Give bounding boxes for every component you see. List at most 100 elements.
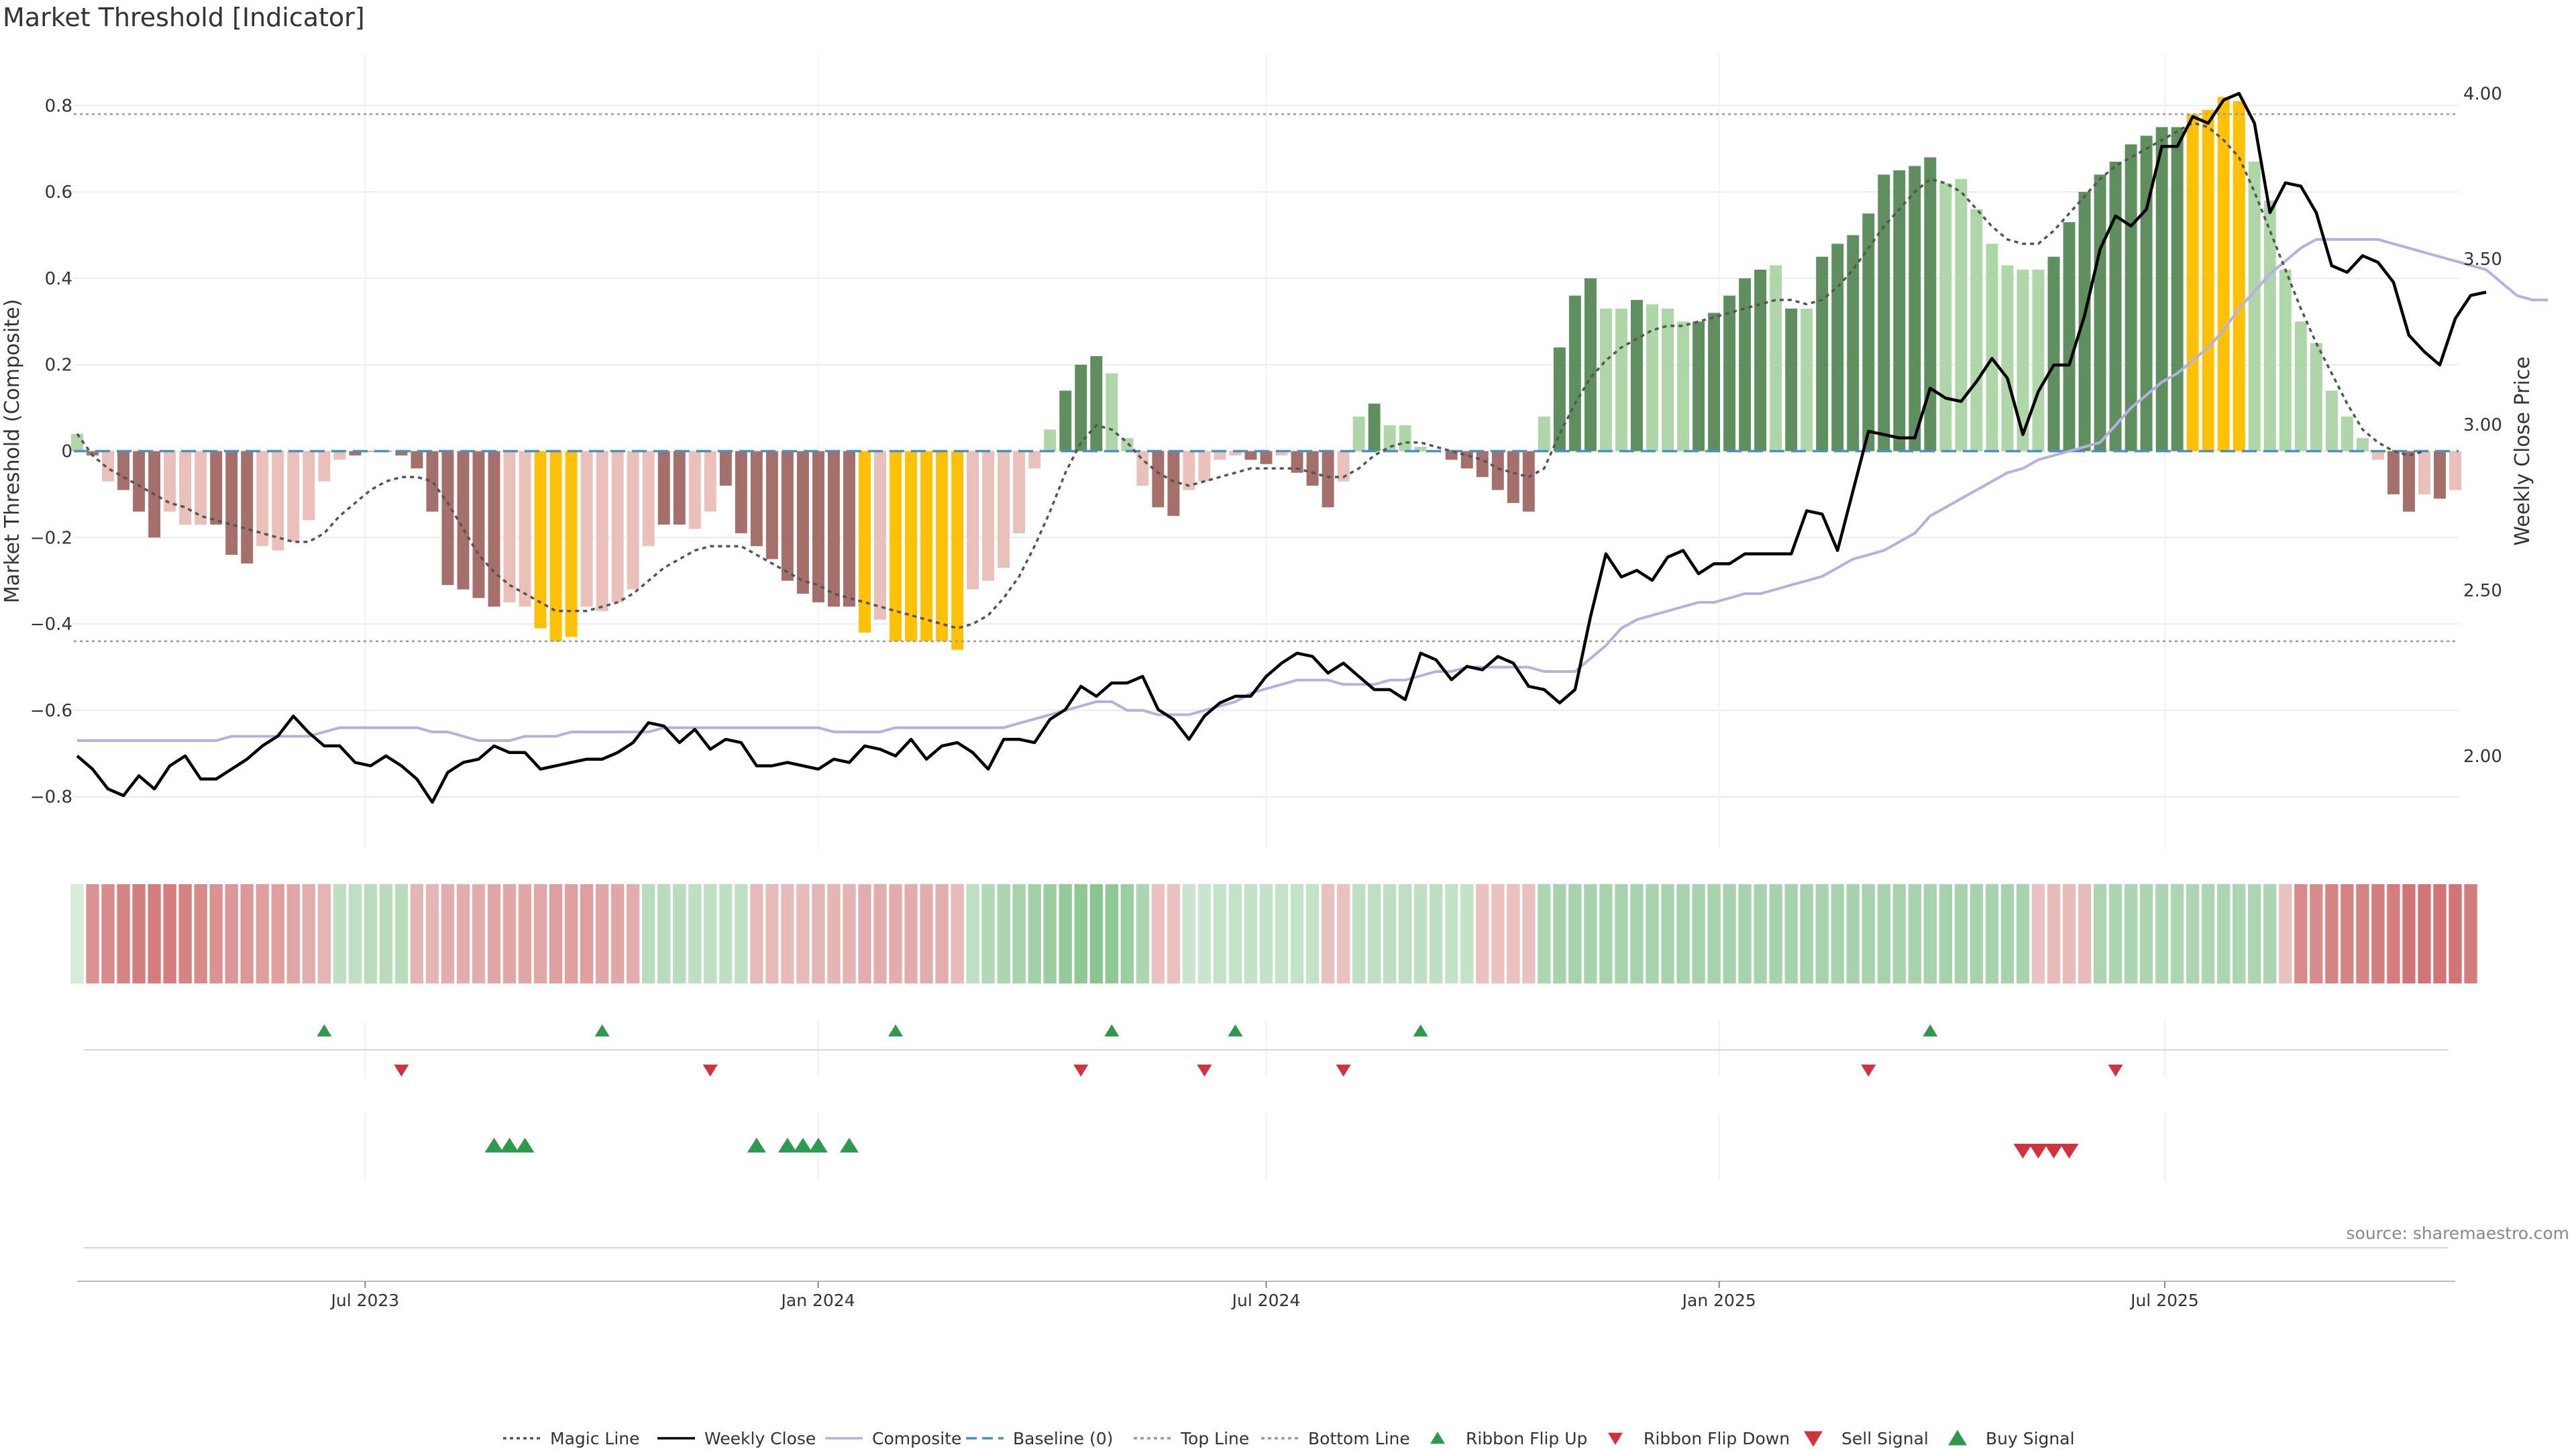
composite-bar <box>2094 174 2106 451</box>
ribbon-cell <box>101 884 115 983</box>
composite-bar <box>1275 451 1288 455</box>
composite-bar <box>2387 451 2400 494</box>
ribbon-cell <box>2078 884 2092 983</box>
ribbon-cell <box>70 884 84 983</box>
composite-bar <box>164 451 176 512</box>
right-tick-label: 4.00 <box>2463 84 2502 104</box>
composite-bar <box>627 451 639 590</box>
composite-bar <box>1152 451 1165 508</box>
ribbon-cell <box>1028 884 1041 983</box>
left-tick-label: −0.2 <box>30 528 72 548</box>
ribbon-cell <box>117 884 130 983</box>
ribbon-cell <box>2202 884 2215 983</box>
composite-bar <box>1785 308 1798 451</box>
legend-swatch <box>1948 1430 1967 1446</box>
composite-bar <box>1414 447 1427 451</box>
left-tick-label: 0 <box>61 442 72 462</box>
ribbon-cell <box>1167 884 1181 983</box>
x-tick-label: Jul 2024 <box>1231 1291 1301 1310</box>
composite-bar <box>2449 451 2461 490</box>
composite-bar <box>2279 270 2292 451</box>
composite-bar <box>179 451 192 525</box>
ribbon-cell <box>1476 884 1489 983</box>
ribbon-cell <box>1244 884 1258 983</box>
ribbon-cell <box>935 884 949 983</box>
composite-bar <box>1553 347 1566 451</box>
composite-bar <box>1522 451 1535 512</box>
ribbon-cell <box>580 884 594 983</box>
ribbon-cell <box>2000 884 2015 983</box>
composite-bar <box>2341 416 2353 451</box>
ribbon-cell <box>966 884 979 983</box>
ribbon-cell <box>1723 884 1736 983</box>
composite-bar <box>287 451 300 542</box>
legend-label: Bottom Line <box>1308 1429 1410 1448</box>
composite-bar <box>1986 244 1998 451</box>
ribbon-cell <box>1754 884 1767 983</box>
composite-bar <box>2325 390 2338 451</box>
composite-bar <box>2248 162 2261 451</box>
ribbon-cell <box>364 884 378 983</box>
ribbon-cell <box>1089 884 1103 983</box>
composite-bar <box>2140 136 2153 451</box>
composite-bar <box>1059 390 1072 451</box>
ribbon-cell <box>518 884 532 983</box>
composite-bar <box>411 451 423 469</box>
ribbon-cell <box>2464 884 2477 983</box>
ribbon-cell <box>1043 884 1057 983</box>
ribbon-flip-down-marker <box>1336 1065 1351 1077</box>
ribbon-cell <box>472 884 486 983</box>
composite-bar <box>1584 278 1597 451</box>
composite-bar <box>812 451 824 602</box>
ribbon-cell <box>1831 884 1844 983</box>
composite-bar <box>117 451 130 490</box>
ribbon-cell <box>2186 884 2200 983</box>
composite-bar <box>998 451 1010 568</box>
composite-bar <box>1878 174 1890 451</box>
legend-label: Sell Signal <box>1841 1429 1929 1448</box>
composite-bar <box>920 451 933 641</box>
left-tick-label: 0.4 <box>45 269 72 289</box>
ribbon-cell <box>1692 884 1705 983</box>
ribbon-cell <box>1213 884 1227 983</box>
ribbon-cell <box>302 884 315 983</box>
legend-label: Top Line <box>1180 1429 1249 1448</box>
buy-signal-marker <box>793 1138 812 1152</box>
ribbon-cell <box>1059 884 1072 983</box>
composite-bar <box>765 451 778 559</box>
ribbon-cell <box>148 884 161 983</box>
composite-bars <box>71 97 2461 650</box>
ribbon-cell <box>1445 884 1458 983</box>
ribbon-cell <box>209 884 223 983</box>
right-axis-label: Weekly Close Price <box>2511 356 2534 545</box>
composite-bar <box>1630 300 1643 451</box>
composite-bar <box>1322 451 1334 508</box>
ribbon-cell <box>333 884 346 983</box>
magic-line <box>76 121 2425 630</box>
ribbon-cell <box>1290 884 1304 983</box>
sell-signal-marker <box>2059 1144 2079 1159</box>
composite-bar <box>735 451 747 533</box>
composite-bar <box>1646 304 1658 451</box>
composite-bar <box>133 451 146 512</box>
ribbon-cell <box>750 884 763 983</box>
composite-bar <box>580 451 593 607</box>
composite-bar <box>488 451 500 607</box>
sell-signal-marker <box>2044 1144 2063 1159</box>
composite-bar <box>241 451 254 564</box>
ribbon-flip-down-marker <box>1073 1065 1089 1077</box>
composite-bar <box>303 451 315 521</box>
ribbon-flip-down-marker <box>1861 1065 1876 1077</box>
composite-bar <box>333 451 346 460</box>
left-tick-label: 0.6 <box>45 182 72 203</box>
buy-signal-marker <box>484 1138 504 1152</box>
composite-bar <box>982 451 995 581</box>
ribbon-cell <box>1661 884 1674 983</box>
composite-bar <box>2356 438 2369 451</box>
x-tick-label: Jul 2023 <box>329 1291 399 1310</box>
composite-bar <box>1368 403 1381 451</box>
ribbon-cell <box>1630 884 1644 983</box>
ribbon-cell <box>843 884 856 983</box>
buy-signal-marker <box>747 1138 766 1152</box>
ribbon-flip-up-marker <box>1228 1024 1243 1036</box>
